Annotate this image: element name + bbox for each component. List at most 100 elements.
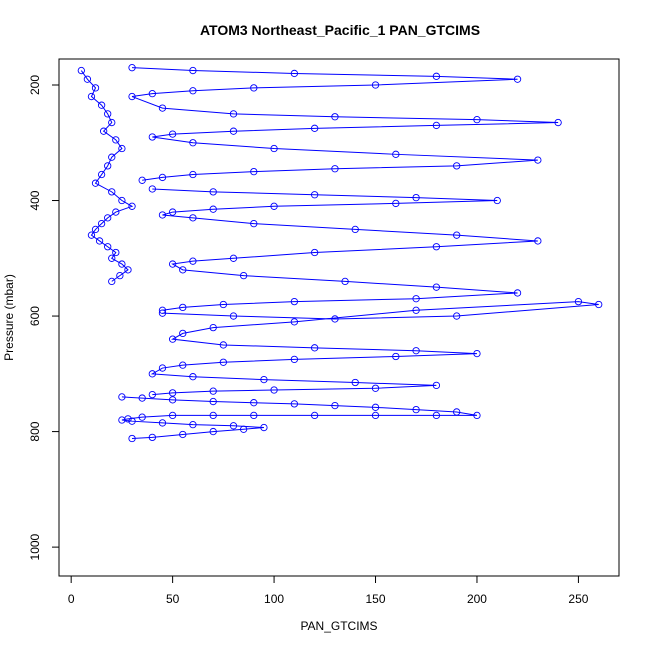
data-point bbox=[124, 266, 132, 274]
x-tick-label: 100 bbox=[264, 592, 284, 606]
data-point bbox=[99, 127, 108, 135]
data-point bbox=[331, 165, 339, 173]
data-point bbox=[493, 196, 501, 205]
data-point bbox=[148, 90, 156, 98]
data-point bbox=[148, 133, 156, 141]
data-point bbox=[112, 248, 120, 257]
data-point bbox=[148, 370, 156, 378]
data-point bbox=[219, 341, 227, 349]
data-point bbox=[290, 400, 299, 408]
data-point bbox=[229, 254, 238, 262]
data-point bbox=[311, 124, 319, 132]
data-point bbox=[83, 75, 92, 83]
y-tick-label: 800 bbox=[28, 421, 42, 441]
data-point bbox=[179, 303, 187, 312]
data-point bbox=[189, 66, 197, 75]
data-point bbox=[270, 144, 278, 153]
data-point bbox=[168, 130, 177, 138]
data-point bbox=[290, 69, 299, 78]
data-point bbox=[108, 188, 116, 196]
data-point bbox=[95, 237, 104, 245]
data-point bbox=[189, 139, 197, 147]
data-point bbox=[108, 254, 116, 262]
data-point bbox=[97, 170, 106, 179]
data-point bbox=[108, 153, 116, 161]
data-point bbox=[412, 347, 420, 355]
data-point bbox=[148, 185, 156, 193]
data-point bbox=[331, 315, 339, 323]
data-point bbox=[108, 118, 116, 127]
series-line bbox=[131, 67, 559, 181]
data-point bbox=[239, 271, 248, 280]
data-point bbox=[250, 399, 258, 407]
data-point bbox=[118, 416, 126, 424]
data-point bbox=[534, 237, 542, 245]
data-point bbox=[168, 335, 177, 343]
data-point bbox=[432, 121, 441, 130]
data-point bbox=[158, 173, 167, 182]
data-point bbox=[432, 411, 441, 420]
data-point bbox=[250, 411, 258, 420]
data-point bbox=[260, 423, 268, 432]
data-point bbox=[239, 425, 248, 433]
data-point bbox=[371, 384, 380, 392]
chart-title: ATOM3 Northeast_Pacific_1 PAN_GTCIMS bbox=[200, 22, 480, 38]
data-point bbox=[473, 116, 481, 124]
data-series bbox=[148, 185, 542, 314]
data-point bbox=[104, 214, 112, 222]
x-axis-label: PAN_GTCIMS bbox=[300, 619, 377, 633]
data-point bbox=[189, 87, 197, 95]
data-point bbox=[91, 84, 100, 92]
data-point bbox=[473, 411, 481, 420]
data-point bbox=[118, 260, 126, 268]
data-point bbox=[432, 243, 441, 251]
data-point bbox=[128, 92, 136, 101]
data-point bbox=[260, 375, 268, 384]
data-point bbox=[392, 352, 400, 361]
data-point bbox=[189, 373, 197, 381]
data-point bbox=[453, 231, 461, 239]
data-point bbox=[513, 75, 522, 83]
data-point bbox=[371, 403, 380, 411]
data-point bbox=[118, 144, 126, 153]
series-line bbox=[152, 188, 538, 311]
data-point bbox=[97, 219, 106, 228]
data-point bbox=[158, 309, 167, 317]
data-point bbox=[250, 219, 258, 228]
data-point bbox=[158, 104, 167, 112]
y-tick-label: 1000 bbox=[28, 533, 42, 560]
data-point bbox=[168, 260, 177, 268]
data-point bbox=[209, 427, 217, 436]
data-point bbox=[371, 411, 380, 420]
data-point bbox=[128, 64, 136, 72]
y-tick-label: 600 bbox=[28, 306, 42, 326]
data-point bbox=[158, 419, 167, 427]
data-series bbox=[77, 66, 136, 286]
data-point bbox=[104, 162, 112, 170]
data-point bbox=[112, 136, 120, 144]
y-tick-label: 200 bbox=[28, 75, 42, 95]
data-point bbox=[351, 378, 359, 387]
data-point bbox=[118, 196, 126, 205]
data-point bbox=[209, 411, 217, 420]
data-point bbox=[331, 401, 339, 410]
data-point bbox=[219, 300, 227, 309]
data-point bbox=[116, 271, 124, 280]
series-line bbox=[150, 301, 599, 396]
data-point bbox=[138, 394, 146, 402]
data-point bbox=[229, 127, 238, 135]
data-point bbox=[473, 349, 481, 358]
data-point bbox=[91, 225, 100, 234]
data-point bbox=[168, 389, 177, 397]
data-point bbox=[432, 72, 441, 80]
data-point bbox=[209, 188, 217, 196]
data-point bbox=[290, 355, 299, 364]
y-axis: 200 400 600 800 1000 bbox=[28, 75, 60, 560]
data-point bbox=[250, 167, 258, 176]
data-point bbox=[595, 300, 603, 309]
data-point bbox=[250, 84, 258, 92]
data-point bbox=[392, 150, 400, 158]
data-point bbox=[270, 202, 278, 210]
data-point bbox=[412, 306, 420, 314]
